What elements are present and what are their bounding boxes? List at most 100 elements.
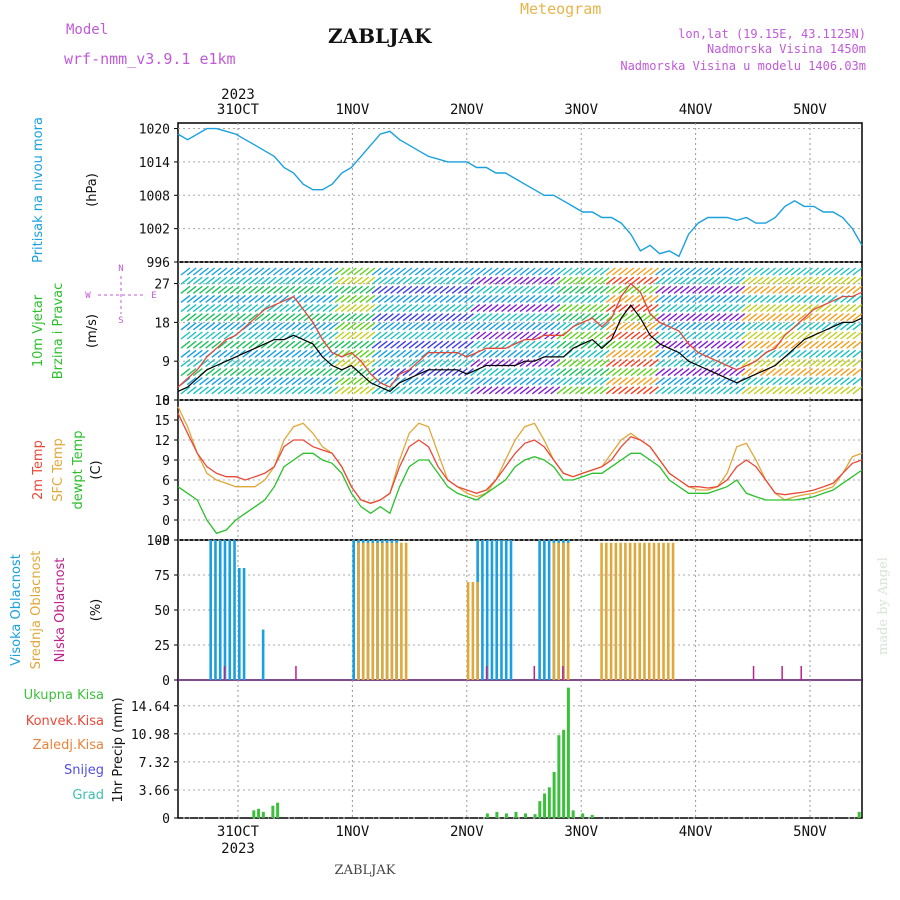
- wind-barb: [494, 386, 505, 395]
- compass-south: S: [118, 316, 123, 326]
- wind-barb: [710, 322, 721, 331]
- y-tick-label: 996: [147, 256, 170, 271]
- wind-barb: [538, 285, 548, 294]
- wind-barb: [833, 322, 844, 331]
- wind-barb: [390, 340, 400, 349]
- wind-barb: [236, 368, 246, 377]
- wind-barb: [322, 349, 333, 358]
- station-title: ZABLJAK: [328, 24, 432, 48]
- wind-barb: [211, 267, 222, 276]
- wind-barb: [273, 349, 283, 358]
- temp-subtitle: SFC Temp: [51, 438, 66, 502]
- wind-barb: [408, 386, 419, 395]
- wind-barb: [624, 331, 635, 340]
- wind-barb: [630, 276, 641, 285]
- wind-barb: [377, 386, 388, 395]
- y-tick-label: 1008: [139, 189, 170, 204]
- wind-barb: [772, 285, 783, 294]
- wind-barb: [525, 267, 536, 276]
- wind-barb: [772, 322, 783, 331]
- wind-barb: [310, 267, 320, 276]
- wind-barb: [377, 285, 388, 294]
- wind-barb: [759, 294, 770, 303]
- wind-barb: [544, 322, 555, 331]
- wind-barb: [741, 377, 752, 386]
- wind-barb: [519, 294, 530, 303]
- wind-barb: [772, 368, 783, 377]
- wind-barb: [414, 331, 425, 340]
- wind-barb: [753, 322, 764, 331]
- wind-barb: [562, 285, 573, 294]
- wind-barb: [630, 331, 641, 340]
- wind-barb: [612, 267, 622, 276]
- wind-barb: [525, 377, 536, 386]
- wind-barb: [568, 358, 579, 367]
- wind-barb: [673, 322, 684, 331]
- wind-barb: [205, 368, 216, 377]
- wind-barb: [254, 377, 265, 386]
- wind-barb: [464, 377, 474, 386]
- wind-barb: [778, 349, 789, 358]
- wind-barb: [291, 386, 302, 395]
- wind-barb: [550, 304, 561, 313]
- wind-barb: [722, 304, 733, 313]
- wind-barb: [199, 285, 209, 294]
- cloud-bar: [223, 540, 227, 680]
- wind-barb: [605, 340, 616, 349]
- wind-barb: [525, 322, 536, 331]
- wind-barb: [735, 313, 746, 322]
- wind-barb: [205, 294, 216, 303]
- wind-barb: [667, 331, 678, 340]
- cloud-bar: [566, 542, 570, 680]
- wind-barb: [778, 285, 789, 294]
- wind-barb: [229, 313, 240, 322]
- wind-barb: [427, 349, 437, 358]
- wind-barb: [334, 322, 345, 331]
- wind-barb: [636, 304, 647, 313]
- wind-barb: [322, 322, 333, 331]
- wind-barb: [457, 340, 468, 349]
- wind-barb: [538, 368, 548, 377]
- wind-barb: [803, 358, 813, 367]
- wind-barb: [661, 349, 672, 358]
- y-tick-label: 15: [154, 414, 170, 429]
- wind-barb: [649, 294, 659, 303]
- wind-barb: [636, 377, 647, 386]
- wind-barb: [279, 276, 290, 285]
- wind-barb: [186, 276, 197, 285]
- wind-barb: [439, 386, 450, 395]
- wind-barb: [642, 340, 653, 349]
- wind-barb: [667, 377, 678, 386]
- wind-barb: [396, 386, 407, 395]
- wind-barb: [371, 322, 382, 331]
- wind-barb: [236, 313, 246, 322]
- panel-frame: [177, 679, 863, 819]
- wind-barb: [254, 322, 265, 331]
- wind-barb: [279, 313, 290, 322]
- wind-barb: [285, 285, 296, 294]
- wind-barb: [322, 276, 333, 285]
- wind-barb: [273, 358, 283, 367]
- wind-barb: [531, 377, 542, 386]
- wind-barb: [346, 368, 357, 377]
- wind-barb: [303, 267, 314, 276]
- cloud-bar: [485, 540, 489, 680]
- wind-barb: [513, 331, 524, 340]
- wind-barb: [414, 358, 425, 367]
- wind-barb: [525, 368, 536, 377]
- wind-barb: [716, 340, 727, 349]
- wind-barb: [211, 285, 222, 294]
- y-tick-label: 14.64: [131, 700, 170, 715]
- wind-barb: [260, 285, 271, 294]
- cloud-bar: [242, 568, 246, 680]
- wind-barb: [747, 368, 758, 377]
- wind-barb: [581, 304, 592, 313]
- wind-barb: [223, 276, 234, 285]
- wind-barb: [488, 313, 499, 322]
- wind-barb: [285, 276, 296, 285]
- wind-barb: [624, 358, 635, 367]
- wind-barb: [624, 276, 635, 285]
- wind-barb: [464, 267, 474, 276]
- wind-barb: [390, 285, 400, 294]
- wind-barb: [809, 340, 820, 349]
